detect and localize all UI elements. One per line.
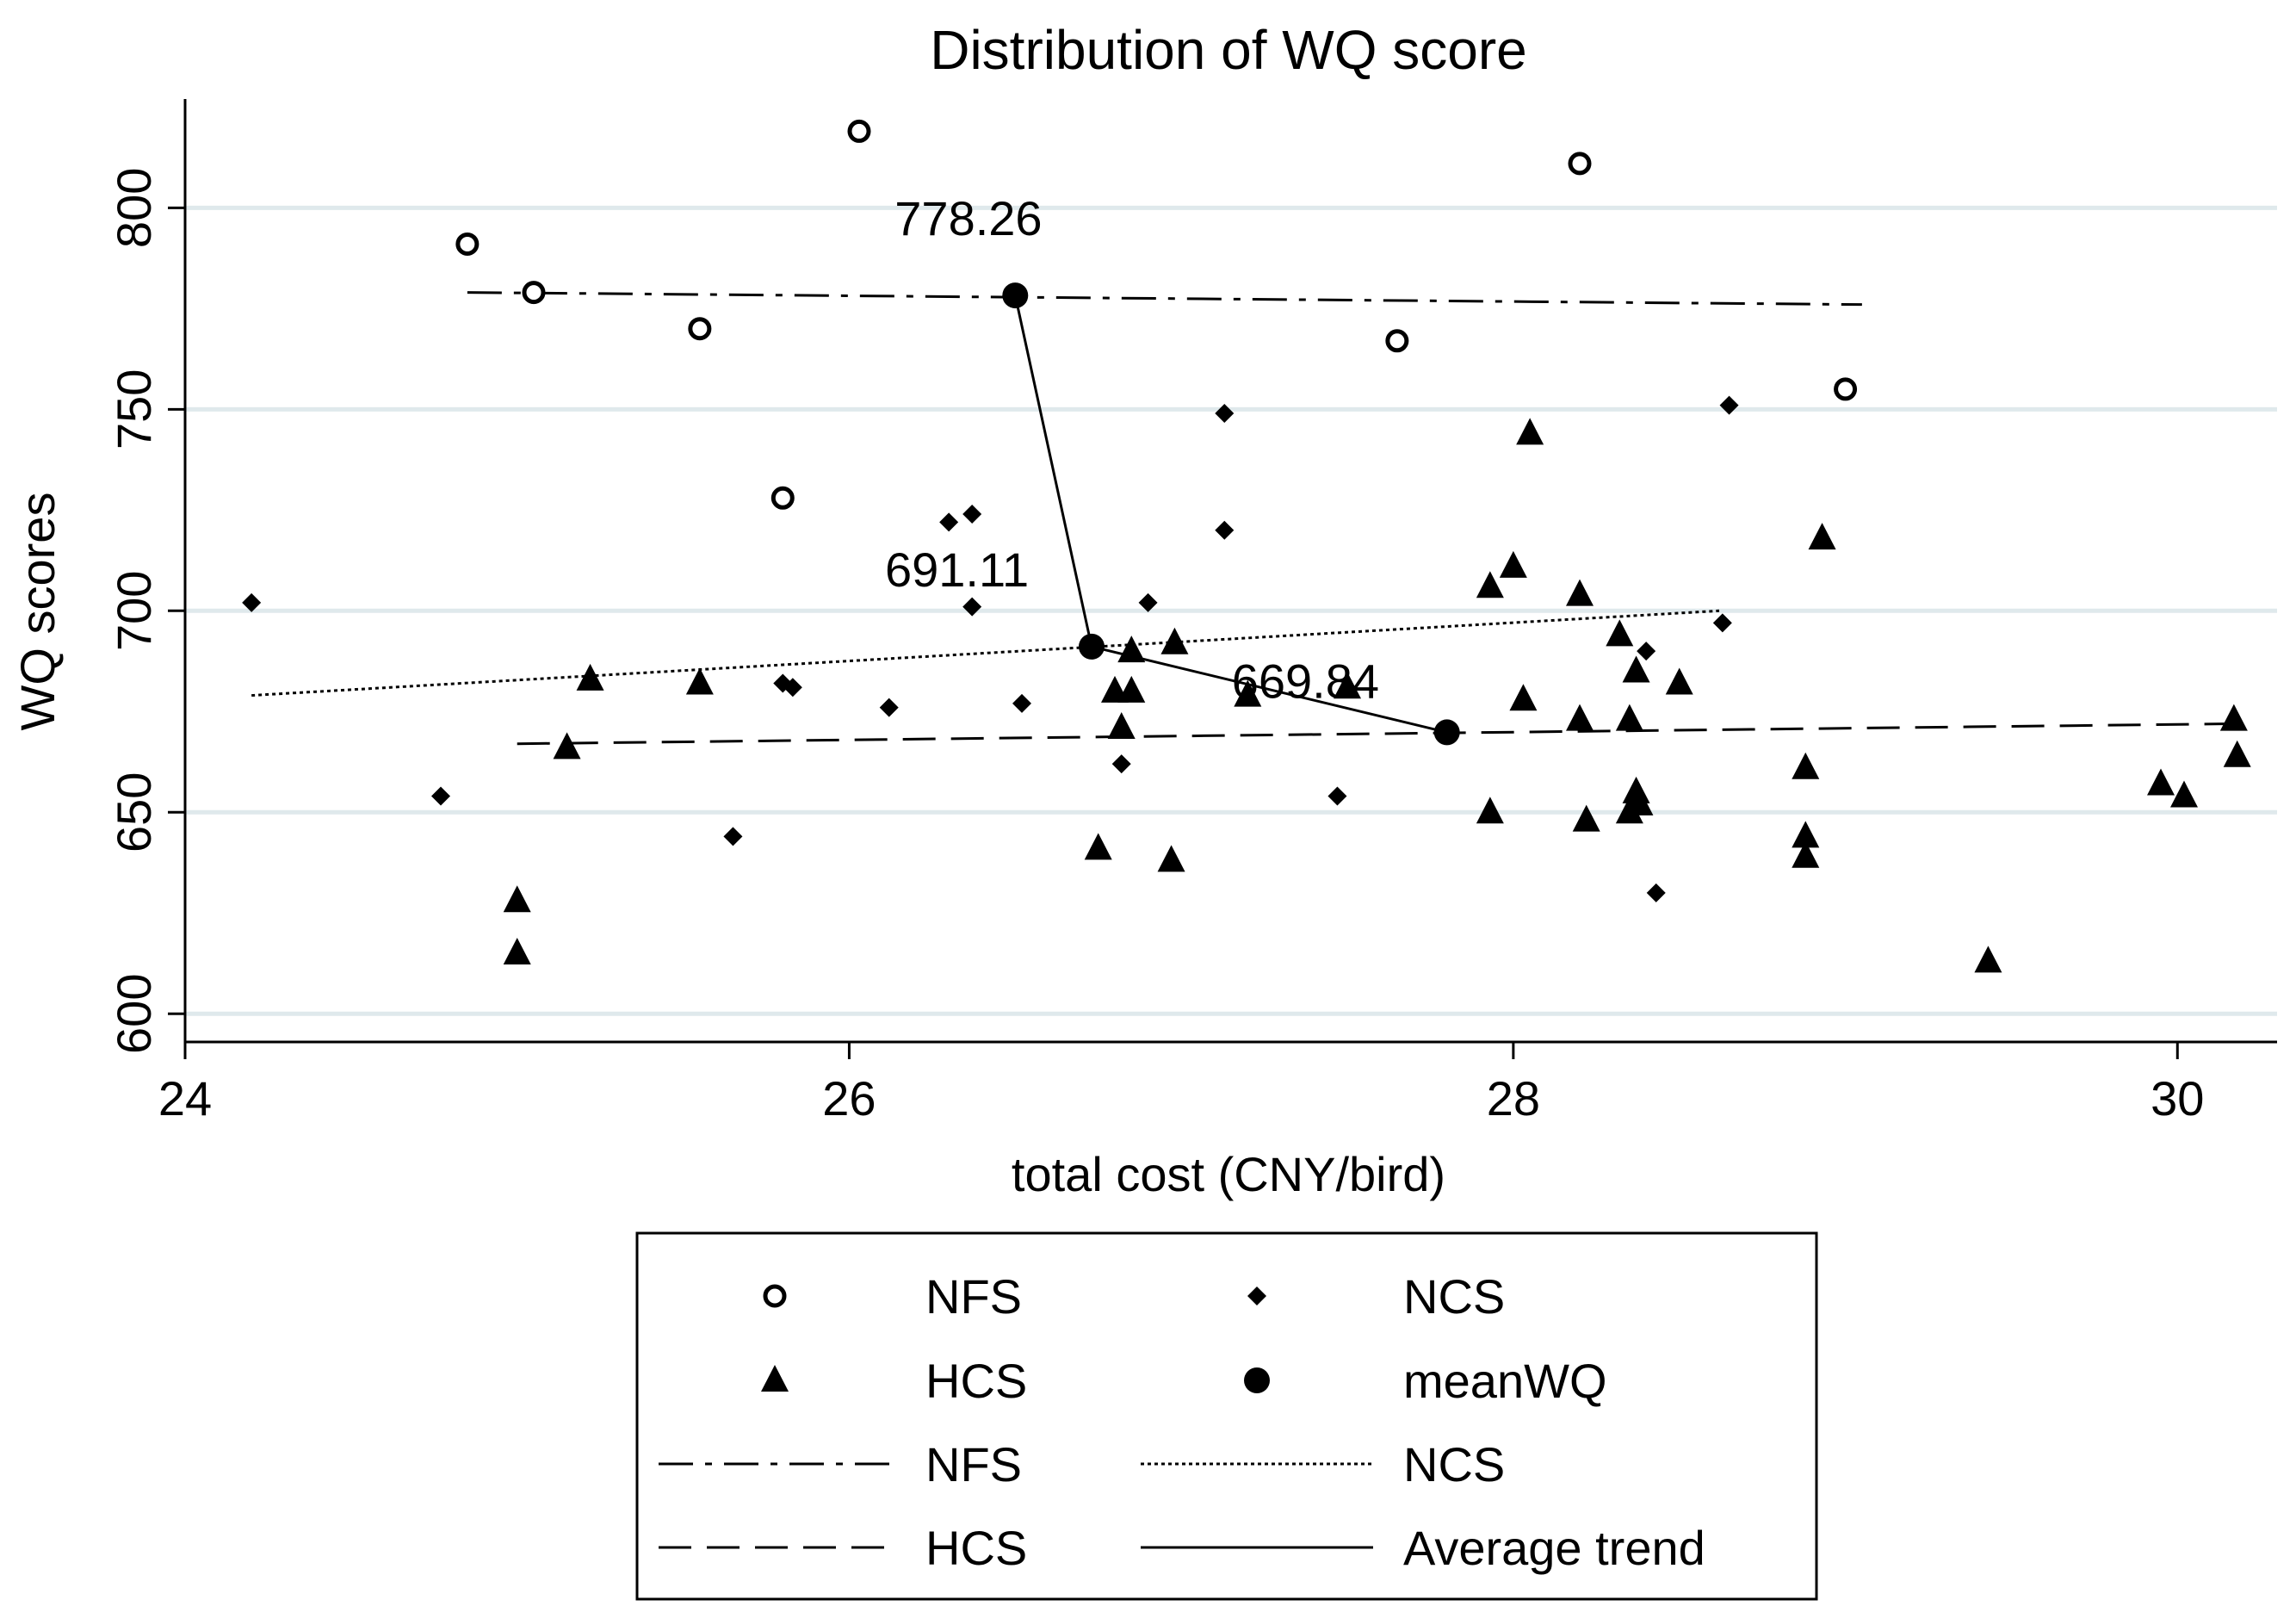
point-ncs-4 (783, 678, 802, 698)
point-ncs-9 (1012, 693, 1031, 713)
x-tick-label-24: 24 (158, 1071, 212, 1125)
legend-label-ncs: NCS (1403, 1437, 1505, 1491)
point-hcs-19 (1566, 579, 1594, 606)
point-hcs-12 (1234, 679, 1262, 707)
point-hcs-10 (1157, 845, 1185, 872)
legend-label-hcs: HCS (925, 1521, 1027, 1575)
point-hcs-18 (1516, 418, 1544, 445)
data-label-0: 778.26 (894, 191, 1042, 245)
point-nfs-4 (847, 119, 871, 143)
point-hcs-24 (1615, 704, 1643, 731)
point-hcs-15 (1476, 797, 1504, 824)
point-ncs-5 (879, 698, 899, 717)
point-hcs-3 (576, 663, 604, 691)
legend-symbol-filled-circle (1244, 1367, 1270, 1393)
point-hcs-0 (503, 885, 531, 913)
y-tick-label-700: 700 (107, 571, 161, 651)
gridlines (185, 205, 2277, 1016)
point-hcs-14 (1476, 571, 1504, 598)
point-hcs-17 (1509, 684, 1538, 711)
point-ncs-7 (962, 504, 982, 524)
point-ncs-18 (1719, 395, 1739, 415)
point-hcs-11 (1160, 627, 1189, 654)
legend-label-hcs: HCS (925, 1354, 1027, 1408)
chart-title: Distribution of WQ score (930, 19, 1527, 81)
y-tick-label-750: 750 (107, 369, 161, 450)
point-hcs-25 (1622, 655, 1650, 683)
point-hcs-37 (2223, 740, 2251, 767)
legend-label-meanwq: meanWQ (1403, 1354, 1607, 1408)
data-labels: 778.26 691.11 669.84 (885, 191, 1379, 708)
point-ncs-13 (1215, 520, 1235, 540)
point-ncs-16 (1646, 883, 1666, 902)
point-meanwq-0 (1002, 282, 1029, 309)
point-hcs-28 (1665, 667, 1693, 695)
point-hcs-8 (1117, 636, 1146, 663)
point-hcs-2 (553, 732, 581, 760)
point-hcs-34 (2147, 768, 2175, 796)
point-hcs-9 (1117, 675, 1146, 703)
y-axis-label: WQ scores (10, 493, 65, 731)
y-tick-label-600: 600 (107, 974, 161, 1054)
axes: 600 650 700 750 800 24 26 28 30 (107, 99, 2277, 1125)
legend-box (635, 1231, 1818, 1601)
point-nfs-3 (770, 486, 795, 510)
point-hcs-29 (1792, 752, 1820, 779)
data-label-2: 669.84 (1232, 654, 1379, 708)
point-meanwq-2 (1433, 719, 1460, 746)
point-nfs-7 (1834, 377, 1858, 401)
legend-label-ncs: NCS (1403, 1269, 1505, 1324)
point-hcs-32 (1808, 523, 1836, 550)
legend-label-average-trend: Average trend (1403, 1521, 1705, 1575)
legend-symbol-hollow-circle (763, 1284, 787, 1308)
point-ncs-15 (1637, 642, 1656, 661)
point-ncs-6 (939, 512, 959, 532)
legend-label-nfs: NFS (925, 1437, 1022, 1491)
y-tick-label-650: 650 (107, 772, 161, 853)
point-ncs-12 (1215, 404, 1235, 423)
point-hcs-13 (1334, 672, 1361, 699)
point-nfs-6 (1568, 152, 1592, 176)
point-ncs-14 (1327, 786, 1347, 806)
point-hcs-7 (1107, 712, 1136, 739)
legend-label-nfs: NFS (925, 1269, 1022, 1324)
point-hcs-33 (1974, 946, 2002, 973)
x-tick-label-30: 30 (2151, 1071, 2204, 1125)
point-nfs-0 (455, 232, 480, 256)
data-label-1: 691.11 (885, 543, 1029, 597)
legend: NFS NCS HCS meanWQ NFS NCS HCS Average trend (635, 1231, 1818, 1601)
point-ncs-0 (242, 592, 262, 612)
point-ncs-10 (1111, 754, 1131, 774)
x-tick-label-28: 28 (1487, 1071, 1540, 1125)
point-hcs-20 (1566, 704, 1594, 731)
point-ncs-17 (1712, 613, 1732, 633)
point-hcs-27 (1625, 788, 1654, 815)
point-hcs-4 (685, 667, 714, 695)
x-axis-label: total cost (CNY/bird) (1012, 1147, 1445, 1201)
point-hcs-22 (1606, 619, 1634, 647)
legend-symbol-diamond (1247, 1287, 1266, 1305)
point-hcs-30 (1792, 821, 1820, 848)
line-nfs (467, 291, 1862, 307)
legend-symbol-filled-triangle (761, 1365, 789, 1392)
point-hcs-21 (1572, 804, 1600, 832)
point-hcs-36 (2219, 704, 2248, 731)
point-hcs-35 (2170, 780, 2198, 808)
data-points (242, 119, 2251, 973)
point-hcs-31 (1792, 840, 1820, 868)
point-nfs-2 (688, 317, 712, 341)
point-ncs-8 (962, 597, 982, 617)
point-hcs-16 (1499, 550, 1527, 578)
point-hcs-1 (503, 938, 531, 965)
point-ncs-11 (1138, 592, 1158, 612)
point-ncs-1 (431, 786, 450, 806)
point-meanwq-1 (1079, 633, 1105, 660)
point-hcs-5 (1084, 833, 1112, 860)
y-tick-label-800: 800 (107, 168, 161, 248)
point-nfs-1 (522, 281, 546, 305)
x-tick-label-26: 26 (822, 1071, 876, 1125)
point-ncs-2 (723, 827, 743, 846)
point-nfs-5 (1385, 329, 1409, 353)
